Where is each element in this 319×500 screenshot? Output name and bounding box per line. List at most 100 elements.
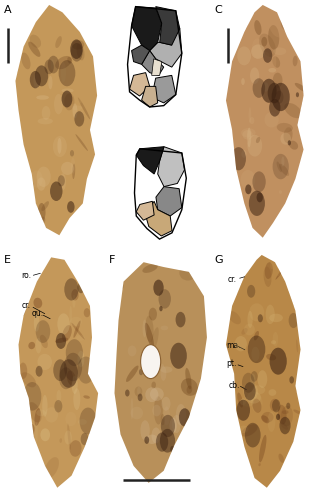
Text: ma.: ma.: [226, 340, 241, 349]
Ellipse shape: [42, 106, 50, 120]
Ellipse shape: [295, 86, 310, 98]
Ellipse shape: [34, 408, 41, 426]
Ellipse shape: [25, 142, 35, 156]
Ellipse shape: [284, 103, 302, 118]
Ellipse shape: [17, 319, 30, 340]
Ellipse shape: [71, 158, 75, 174]
Ellipse shape: [21, 182, 24, 192]
Ellipse shape: [72, 104, 78, 118]
Ellipse shape: [78, 419, 87, 425]
Ellipse shape: [279, 190, 282, 194]
Ellipse shape: [282, 216, 285, 222]
Polygon shape: [15, 5, 97, 235]
Ellipse shape: [22, 378, 29, 406]
Ellipse shape: [73, 320, 81, 338]
Ellipse shape: [277, 162, 282, 172]
Text: qu.: qu.: [32, 310, 44, 318]
Ellipse shape: [143, 320, 147, 338]
Ellipse shape: [70, 306, 72, 322]
Ellipse shape: [240, 398, 246, 405]
Ellipse shape: [33, 74, 40, 88]
Ellipse shape: [241, 170, 255, 190]
Ellipse shape: [275, 260, 284, 278]
Ellipse shape: [27, 402, 41, 422]
Ellipse shape: [185, 422, 194, 444]
Ellipse shape: [300, 434, 304, 440]
Circle shape: [156, 432, 168, 452]
Bar: [3, 252, 105, 495]
Ellipse shape: [20, 306, 26, 317]
Ellipse shape: [282, 368, 295, 388]
Ellipse shape: [269, 389, 276, 396]
Ellipse shape: [293, 410, 303, 415]
Ellipse shape: [72, 376, 78, 394]
Ellipse shape: [91, 430, 96, 440]
Ellipse shape: [27, 182, 33, 192]
Circle shape: [56, 333, 66, 349]
Ellipse shape: [244, 324, 255, 336]
Ellipse shape: [36, 96, 49, 100]
Circle shape: [272, 83, 290, 111]
Ellipse shape: [71, 323, 85, 340]
Circle shape: [153, 280, 164, 296]
Ellipse shape: [249, 304, 264, 322]
Ellipse shape: [252, 38, 263, 58]
Ellipse shape: [241, 328, 248, 334]
Ellipse shape: [268, 310, 271, 319]
Ellipse shape: [280, 132, 291, 144]
Ellipse shape: [262, 149, 269, 160]
Ellipse shape: [72, 40, 84, 50]
Circle shape: [251, 371, 258, 382]
Ellipse shape: [284, 127, 293, 143]
Ellipse shape: [282, 410, 289, 414]
Circle shape: [70, 150, 74, 156]
Ellipse shape: [192, 458, 198, 476]
Ellipse shape: [67, 424, 71, 450]
Ellipse shape: [37, 348, 41, 356]
Ellipse shape: [78, 424, 87, 439]
Ellipse shape: [43, 27, 54, 45]
Ellipse shape: [21, 267, 31, 280]
Ellipse shape: [160, 366, 173, 373]
Ellipse shape: [69, 452, 72, 470]
Ellipse shape: [243, 382, 258, 401]
Ellipse shape: [141, 344, 161, 378]
Ellipse shape: [145, 388, 159, 402]
Circle shape: [48, 56, 59, 74]
Ellipse shape: [57, 138, 62, 154]
Ellipse shape: [172, 415, 181, 433]
Ellipse shape: [235, 336, 247, 351]
Ellipse shape: [77, 43, 85, 60]
Ellipse shape: [92, 124, 99, 140]
Polygon shape: [136, 202, 154, 220]
Polygon shape: [142, 50, 164, 76]
Circle shape: [275, 90, 284, 104]
Circle shape: [245, 423, 261, 448]
Ellipse shape: [28, 42, 41, 57]
Polygon shape: [142, 86, 158, 107]
Ellipse shape: [16, 68, 26, 74]
Bar: [3, 2, 105, 248]
Ellipse shape: [48, 456, 52, 472]
Ellipse shape: [78, 350, 84, 368]
Circle shape: [170, 342, 187, 369]
Ellipse shape: [254, 331, 259, 340]
Ellipse shape: [62, 325, 72, 342]
Ellipse shape: [268, 25, 279, 50]
Ellipse shape: [59, 438, 62, 443]
Ellipse shape: [237, 392, 243, 407]
Circle shape: [54, 400, 62, 412]
Circle shape: [70, 40, 83, 59]
Ellipse shape: [263, 82, 269, 92]
Polygon shape: [131, 45, 150, 64]
Circle shape: [289, 376, 294, 384]
Bar: [115, 142, 204, 248]
Circle shape: [71, 43, 83, 62]
Ellipse shape: [296, 340, 298, 352]
Ellipse shape: [179, 264, 197, 280]
Ellipse shape: [37, 459, 43, 472]
Ellipse shape: [28, 342, 35, 349]
Ellipse shape: [45, 407, 58, 422]
Ellipse shape: [277, 123, 293, 132]
Ellipse shape: [34, 314, 40, 332]
